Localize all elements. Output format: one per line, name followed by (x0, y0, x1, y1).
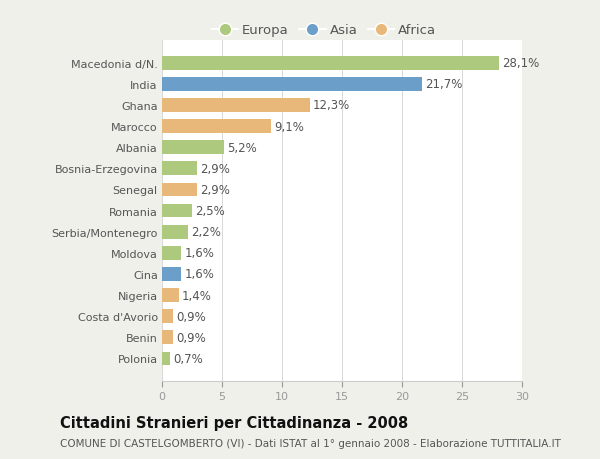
Text: 2,5%: 2,5% (195, 205, 225, 218)
Text: Cittadini Stranieri per Cittadinanza - 2008: Cittadini Stranieri per Cittadinanza - 2… (60, 415, 408, 431)
Text: 0,9%: 0,9% (176, 331, 206, 344)
Text: 0,9%: 0,9% (176, 310, 206, 323)
Bar (162, 289, 179, 302)
Bar (162, 204, 192, 218)
Bar (162, 268, 181, 281)
Text: 2,9%: 2,9% (200, 184, 230, 196)
Text: 28,1%: 28,1% (502, 57, 539, 70)
Bar (162, 78, 422, 91)
Text: 2,2%: 2,2% (191, 226, 221, 239)
Text: 1,6%: 1,6% (184, 247, 214, 260)
Text: 1,4%: 1,4% (182, 289, 212, 302)
Text: 0,7%: 0,7% (173, 352, 203, 365)
Bar (162, 162, 197, 176)
Bar (162, 310, 173, 324)
Text: 9,1%: 9,1% (274, 120, 304, 133)
Text: 21,7%: 21,7% (425, 78, 463, 91)
Bar (162, 225, 188, 239)
Text: 12,3%: 12,3% (313, 99, 350, 112)
Bar (162, 141, 224, 155)
Bar (162, 99, 310, 112)
Bar (162, 57, 499, 70)
Text: 5,2%: 5,2% (227, 141, 257, 154)
Legend: Europa, Asia, Africa: Europa, Asia, Africa (206, 19, 442, 43)
Bar (162, 120, 271, 134)
Text: 2,9%: 2,9% (200, 162, 230, 175)
Text: 1,6%: 1,6% (184, 268, 214, 281)
Bar (162, 183, 197, 197)
Text: COMUNE DI CASTELGOMBERTO (VI) - Dati ISTAT al 1° gennaio 2008 - Elaborazione TUT: COMUNE DI CASTELGOMBERTO (VI) - Dati IST… (60, 438, 561, 448)
Bar (162, 352, 170, 365)
Bar (162, 331, 173, 344)
Bar (162, 246, 181, 260)
